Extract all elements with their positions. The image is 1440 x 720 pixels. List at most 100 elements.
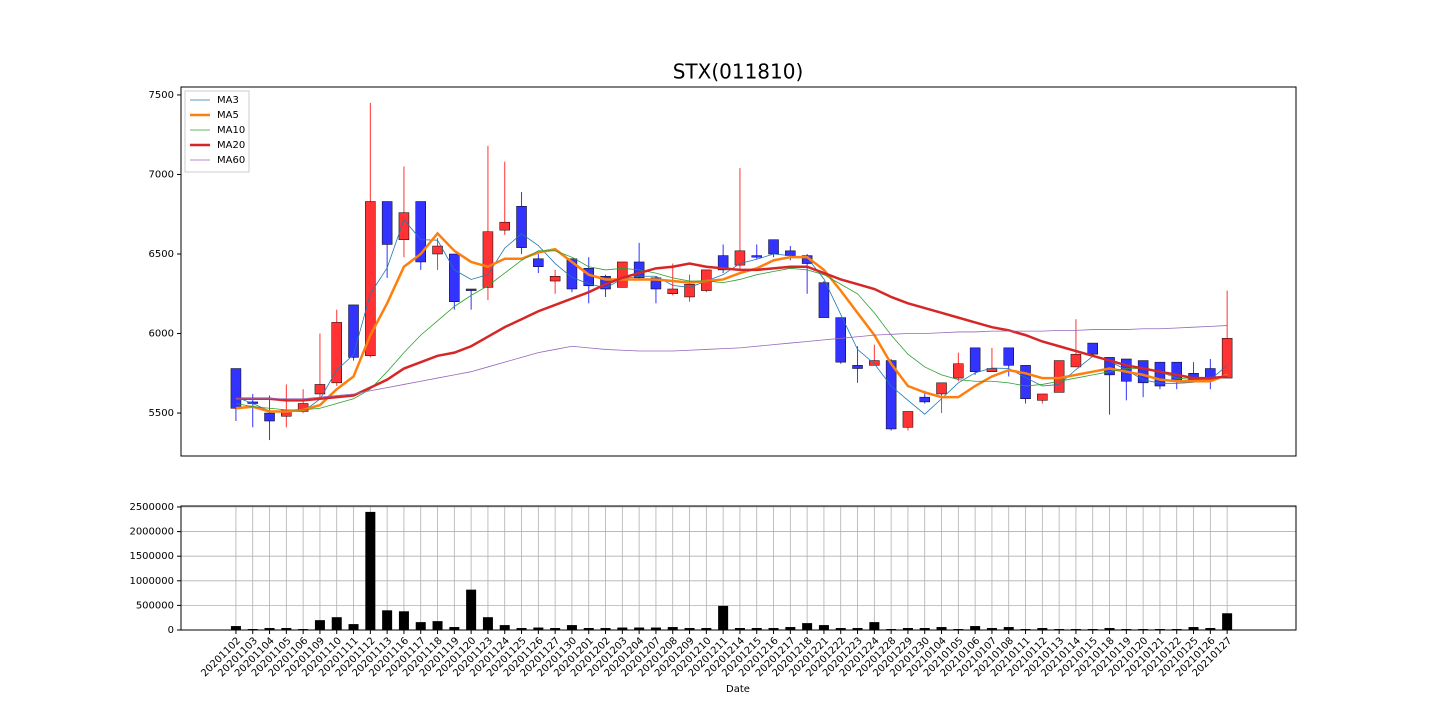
volume-bar: [634, 627, 645, 630]
candle-body: [1070, 353, 1082, 368]
candle-body: [1003, 347, 1014, 366]
candle-body: [331, 322, 342, 384]
candle-body: [465, 288, 477, 291]
legend-label: MA3: [217, 95, 239, 106]
volume-bar: [936, 627, 947, 630]
candle-body: [818, 282, 830, 318]
candle-body: [314, 384, 326, 395]
candle-body: [617, 261, 628, 288]
y-tick-label: 5500: [149, 408, 174, 419]
candle-body: [1137, 360, 1149, 384]
legend-label: MA10: [217, 125, 245, 136]
candle-body: [734, 250, 746, 266]
x-axis-label: Date: [726, 684, 750, 695]
volume-bar: [869, 622, 880, 630]
volume-bar: [751, 628, 762, 630]
candle-body: [415, 201, 426, 263]
candle-body: [902, 411, 914, 428]
volume-bar: [466, 589, 477, 630]
axes-frame: [180, 86, 1297, 457]
candle-body: [381, 201, 393, 245]
volume-bar: [734, 628, 745, 630]
volume-bar: [667, 627, 678, 630]
volume-bar: [617, 627, 628, 630]
volume-bar: [986, 628, 997, 630]
candle-body: [432, 245, 443, 255]
candle-body: [1221, 338, 1233, 379]
y-tick-label: 6500: [149, 249, 174, 260]
y-tick-label: 7000: [149, 169, 174, 180]
ma-line: [235, 325, 1228, 400]
candle-body: [482, 231, 494, 288]
candle-body: [835, 317, 846, 363]
candle-body: [936, 382, 947, 395]
y-tick-label: 6000: [149, 329, 174, 340]
volume-bar: [449, 627, 460, 630]
volume-bar: [382, 610, 393, 630]
y-tick-label: 7500: [149, 90, 174, 101]
candle-body: [365, 201, 376, 357]
volume-bar: [600, 628, 611, 630]
candle-body: [953, 363, 964, 379]
volume-bar: [1222, 613, 1233, 630]
volume-bar: [684, 628, 695, 630]
legend-box: [184, 90, 250, 173]
y-tick-label: 2000000: [129, 527, 174, 538]
volume-bar: [533, 627, 544, 630]
candle-body: [717, 255, 729, 271]
volume-bar: [1205, 628, 1216, 630]
volume-bar: [718, 605, 729, 630]
y-tick-label: 1000000: [129, 576, 174, 587]
volume-bar: [650, 627, 661, 630]
volume-bar: [835, 628, 846, 630]
y-tick-label: 0: [168, 625, 174, 636]
y-tick-label: 1500000: [129, 551, 174, 562]
candle-body: [1020, 365, 1031, 399]
volume-bar: [331, 617, 342, 630]
volume-bar: [701, 628, 712, 630]
ma-line: [235, 218, 1228, 415]
candle-body: [348, 304, 359, 358]
candle-body: [1037, 393, 1048, 401]
volume-bar: [365, 511, 376, 630]
volume-bar: [516, 628, 527, 630]
candle-body: [650, 277, 662, 290]
legend-label: MA5: [217, 110, 239, 121]
y-tick-label: 2500000: [129, 502, 174, 513]
candle-body: [516, 206, 527, 248]
legend-label: MA60: [217, 155, 245, 166]
candle-body: [919, 396, 930, 403]
chart-title: STX(011810): [673, 60, 804, 84]
volume-bar: [919, 628, 930, 630]
volume-bar: [818, 625, 829, 630]
candle-body: [566, 258, 578, 290]
volume-bar: [1003, 627, 1014, 630]
axes-frame: [180, 505, 1297, 631]
candle-body: [667, 288, 678, 295]
candle-body: [230, 368, 242, 409]
candle-body: [398, 212, 410, 240]
volume-bar: [970, 626, 981, 630]
volume-bar: [852, 628, 863, 630]
volume-bar: [499, 625, 510, 630]
volume-bar: [482, 617, 493, 630]
volume-bar: [348, 624, 359, 630]
candle-body: [969, 347, 981, 372]
volume-bar: [1104, 628, 1115, 630]
candle-body: [852, 365, 863, 369]
candle-body: [533, 258, 544, 267]
candle-body: [1087, 342, 1098, 355]
candle-body: [549, 276, 561, 282]
volume-bar: [314, 620, 325, 630]
volume-bar: [1037, 628, 1048, 630]
volume-bar: [1188, 627, 1199, 630]
candle-body: [869, 360, 880, 366]
volume-bar: [550, 628, 561, 630]
ma-line: [235, 262, 1228, 402]
volume-bar: [230, 626, 241, 630]
volume-bar: [281, 628, 292, 630]
volume-bar: [432, 621, 443, 630]
candle-body: [449, 253, 460, 302]
volume-bar: [785, 627, 796, 630]
